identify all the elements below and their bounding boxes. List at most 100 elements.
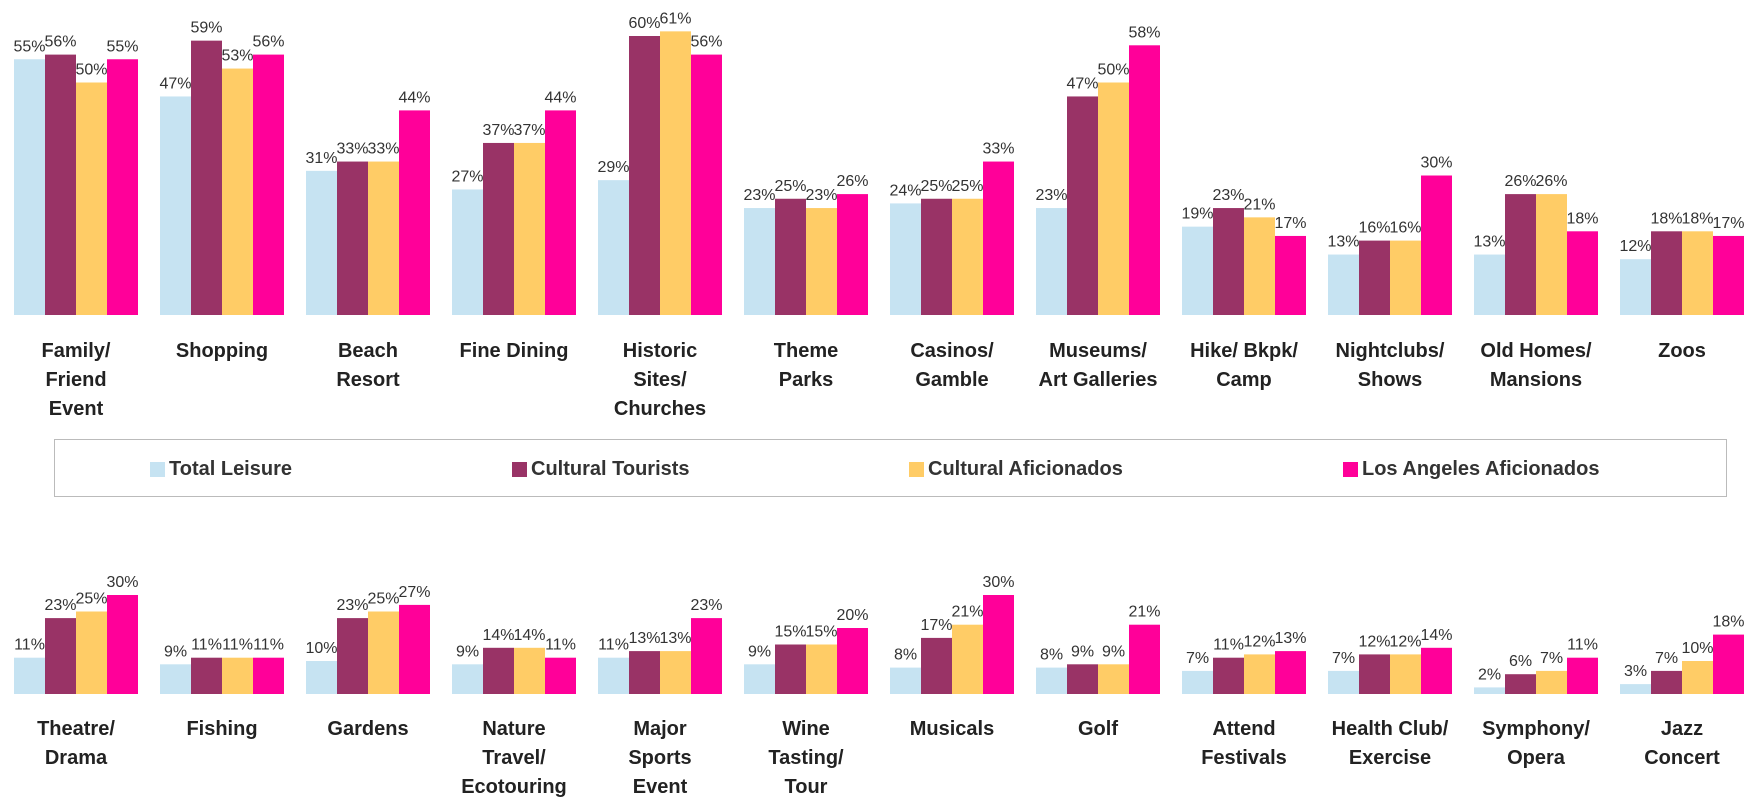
- value-label: 50%: [75, 62, 107, 79]
- bar: [399, 604, 430, 694]
- value-label: 13%: [628, 630, 660, 647]
- value-label: 25%: [774, 178, 806, 195]
- value-label: 47%: [159, 75, 191, 92]
- legend-label: Cultural Tourists: [531, 457, 690, 480]
- value-label: 8%: [1040, 647, 1063, 664]
- legend-item: Los Angeles Aficionados: [1343, 440, 1599, 498]
- bar: [191, 40, 222, 316]
- value-label: 55%: [13, 38, 45, 55]
- bar: [837, 194, 868, 315]
- bar: [1036, 208, 1067, 315]
- value-label: 12%: [1358, 633, 1390, 650]
- category-label: Major Sports Event: [628, 718, 692, 798]
- bar: [545, 657, 576, 694]
- legend-item: Cultural Tourists: [512, 440, 690, 498]
- category-label: Fishing: [186, 718, 258, 740]
- value-label: 26%: [1535, 173, 1567, 190]
- bar: [306, 170, 337, 315]
- category-label: Nightclubs/ Shows: [1335, 340, 1445, 391]
- bar: [76, 611, 107, 694]
- bar: [775, 198, 806, 315]
- category-label: Museums/ Art Galleries: [1038, 340, 1158, 391]
- bar: [890, 203, 921, 315]
- bar: [1182, 226, 1213, 315]
- bar: [1328, 254, 1359, 315]
- value-label: 10%: [305, 640, 337, 657]
- value-label: 2%: [1478, 666, 1501, 683]
- category-label: Musicals: [909, 718, 995, 740]
- legend-swatch: [150, 461, 165, 477]
- bar: [514, 142, 545, 315]
- bar: [1098, 664, 1129, 694]
- value-label: 7%: [1540, 650, 1563, 667]
- bar: [1682, 661, 1713, 694]
- bar: [1359, 654, 1390, 694]
- bar: [368, 161, 399, 315]
- bar: [744, 664, 775, 694]
- value-label: 60%: [628, 15, 660, 32]
- value-label: 12%: [1619, 238, 1651, 255]
- value-label: 16%: [1389, 220, 1421, 237]
- value-label: 21%: [1243, 196, 1275, 213]
- value-label: 20%: [836, 607, 868, 624]
- value-label: 25%: [951, 178, 983, 195]
- bar: [1129, 624, 1160, 694]
- value-label: 19%: [1181, 206, 1213, 223]
- category-label: Theme Parks: [773, 340, 839, 391]
- legend-swatch: [909, 461, 924, 477]
- value-label: 18%: [1712, 614, 1744, 631]
- bar: [1275, 651, 1306, 694]
- value-label: 23%: [743, 187, 775, 204]
- value-label: 11%: [253, 637, 284, 654]
- bar: [1213, 657, 1244, 694]
- value-label: 13%: [1327, 234, 1359, 251]
- value-label: 11%: [222, 637, 253, 654]
- bar: [629, 36, 660, 315]
- value-label: 11%: [191, 637, 222, 654]
- value-label: 30%: [106, 574, 138, 591]
- value-label: 18%: [1566, 210, 1598, 227]
- category-label: Attend Festivals: [1201, 718, 1287, 769]
- category-label: Wine Tasting/ Tour: [768, 718, 844, 798]
- bar: [1213, 208, 1244, 315]
- value-label: 33%: [336, 141, 368, 158]
- value-label: 21%: [1128, 604, 1160, 621]
- value-label: 14%: [482, 627, 514, 644]
- bar: [1505, 674, 1536, 694]
- value-label: 23%: [690, 597, 722, 614]
- category-label: Gardens: [327, 718, 409, 740]
- bar: [45, 618, 76, 694]
- bar: [514, 647, 545, 694]
- category-label: Fine Dining: [459, 340, 569, 362]
- value-label: 14%: [1420, 627, 1452, 644]
- value-label: 37%: [482, 122, 514, 139]
- legend-swatch: [1343, 461, 1358, 477]
- value-label: 56%: [690, 34, 722, 51]
- legend-label: Cultural Aficionados: [928, 457, 1123, 480]
- bar: [629, 651, 660, 694]
- category-label: Health Club/ Exercise: [1331, 718, 1449, 769]
- value-label: 27%: [398, 584, 430, 601]
- value-label: 9%: [748, 643, 771, 660]
- value-label: 25%: [367, 591, 399, 608]
- bar: [1244, 654, 1275, 694]
- value-label: 58%: [1128, 24, 1160, 41]
- bar: [983, 595, 1014, 694]
- bar: [107, 59, 138, 315]
- bar: [107, 595, 138, 694]
- bar: [1567, 657, 1598, 694]
- bar: [660, 31, 691, 315]
- bar: [775, 644, 806, 694]
- value-label: 56%: [252, 34, 284, 51]
- value-label: 18%: [1681, 210, 1713, 227]
- value-label: 21%: [951, 604, 983, 621]
- category-label: Historic Sites/ Churches: [613, 340, 707, 420]
- bar: [1713, 634, 1744, 694]
- bar: [1474, 687, 1505, 694]
- legend-item: Total Leisure: [150, 440, 292, 498]
- bar: [660, 651, 691, 694]
- value-label: 11%: [1567, 637, 1598, 654]
- bar: [222, 657, 253, 694]
- bar: [1244, 217, 1275, 315]
